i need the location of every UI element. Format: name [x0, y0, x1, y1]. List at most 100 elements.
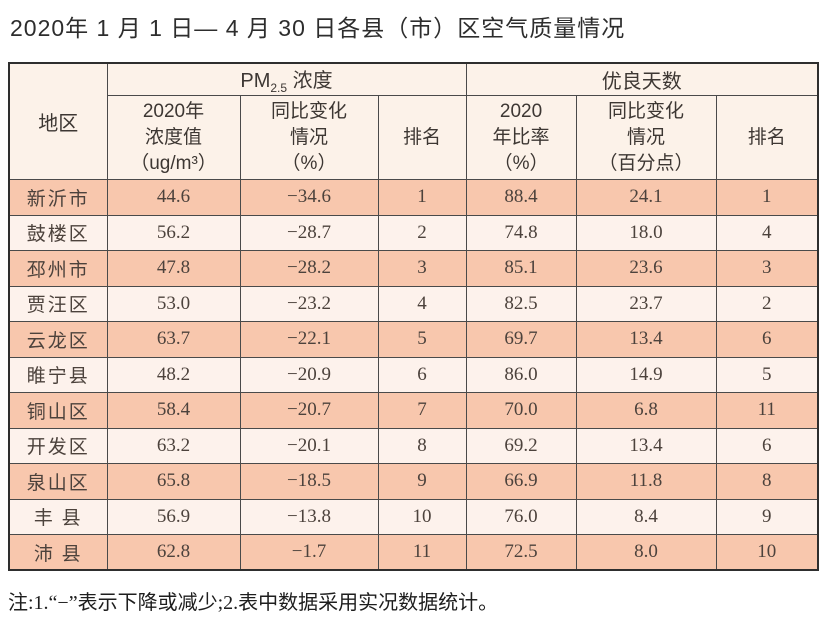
header-good-ratio: 2020 年比率 （%） — [465, 95, 577, 180]
good-ratio-cell: 86.0 — [465, 356, 577, 393]
pm-value-cell: 63.2 — [106, 427, 241, 464]
pm-rank-cell: 9 — [377, 463, 467, 500]
good-rank-cell: 3 — [715, 250, 819, 287]
pm-change-cell: −28.2 — [239, 250, 379, 287]
good-rank-cell: 8 — [715, 463, 819, 500]
table-row: 睢宁县 48.2 −20.9 6 86.0 14.9 5 — [8, 356, 819, 393]
pm-rank-cell: 1 — [377, 179, 467, 216]
region-cell: 泉山区 — [8, 463, 108, 500]
pm-rank-cell: 7 — [377, 392, 467, 429]
pm-value-cell: 44.6 — [106, 179, 241, 216]
good-change-cell: 18.0 — [575, 214, 717, 251]
good-ratio-cell: 69.2 — [465, 427, 577, 464]
footnote: 注:1.“−”表示下降或减少;2.表中数据采用实况数据统计。 — [8, 592, 499, 614]
good-ratio-cell: 74.8 — [465, 214, 577, 251]
region-cell: 云龙区 — [8, 321, 108, 358]
header-pm-change: 同比变化 情况 （%） — [239, 95, 379, 180]
region-cell: 开发区 — [8, 427, 108, 464]
table-row: 贾汪区 53.0 −23.2 4 82.5 23.7 2 — [8, 285, 819, 322]
pm-rank-cell: 3 — [377, 250, 467, 287]
region-cell: 沛 县 — [8, 534, 108, 571]
good-change-cell: 13.4 — [575, 427, 717, 464]
region-cell: 新沂市 — [8, 179, 108, 216]
air-quality-table: 地区 PM2.5 浓度 优良天数 2020年 浓度值 （ug/m³） 同比变化 … — [8, 62, 820, 571]
good-ratio-cell: 82.5 — [465, 285, 577, 322]
good-ratio-cell: 66.9 — [465, 463, 577, 500]
table-row: 云龙区 63.7 −22.1 5 69.7 13.4 6 — [8, 321, 819, 358]
table-row: 邳州市 47.8 −28.2 3 85.1 23.6 3 — [8, 250, 819, 287]
pm-change-cell: −20.9 — [239, 356, 379, 393]
header-good-rank: 排名 — [715, 95, 819, 180]
header-group-row: 地区 PM2.5 浓度 优良天数 — [8, 62, 819, 180]
pm-group-subscript: 2.5 — [270, 81, 288, 95]
pm-change-cell: −23.2 — [239, 285, 379, 322]
table-row: 沛 县 62.8 −1.7 11 72.5 8.0 10 — [8, 534, 819, 571]
good-change-cell: 6.8 — [575, 392, 717, 429]
header-pm-group: PM2.5 浓度 — [106, 62, 467, 96]
header-sub-row: 2020年 浓度值 （ug/m³） 同比变化 情况 （%） 排名 2020 年比… — [9, 95, 819, 180]
pm-value-cell: 62.8 — [106, 534, 241, 571]
pm-value-cell: 63.7 — [106, 321, 241, 358]
table-row: 新沂市 44.6 −34.6 1 88.4 24.1 1 — [8, 179, 819, 216]
pm-rank-cell: 2 — [377, 214, 467, 251]
region-cell: 邳州市 — [8, 250, 108, 287]
header-region: 地区 — [8, 62, 108, 180]
pm-value-cell: 65.8 — [106, 463, 241, 500]
good-change-cell: 23.7 — [575, 285, 717, 322]
pm-change-cell: −18.5 — [239, 463, 379, 500]
pm-value-cell: 53.0 — [106, 285, 241, 322]
good-rank-cell: 1 — [715, 179, 819, 216]
header-pm-value: 2020年 浓度值 （ug/m³） — [106, 95, 241, 180]
good-ratio-cell: 88.4 — [465, 179, 577, 216]
pm-rank-cell: 10 — [377, 498, 467, 535]
good-ratio-cell: 85.1 — [465, 250, 577, 287]
good-change-cell: 8.4 — [575, 498, 717, 535]
good-ratio-cell: 70.0 — [465, 392, 577, 429]
table-row: 丰 县 56.9 −13.8 10 76.0 8.4 9 — [8, 498, 819, 535]
region-cell: 丰 县 — [8, 498, 108, 535]
good-rank-cell: 11 — [715, 392, 819, 429]
pm-change-cell: −20.1 — [239, 427, 379, 464]
pm-change-cell: −28.7 — [239, 214, 379, 251]
header-good-days-group: 优良天数 — [465, 62, 819, 96]
pm-group-suffix: 浓度 — [287, 70, 333, 92]
page-title: 2020年 1 月 1 日— 4 月 30 日各县（市）区空气质量情况 — [10, 15, 626, 41]
region-cell: 贾汪区 — [8, 285, 108, 322]
good-rank-cell: 9 — [715, 498, 819, 535]
region-cell: 铜山区 — [8, 392, 108, 429]
good-rank-cell: 5 — [715, 356, 819, 393]
header-pm-rank: 排名 — [377, 95, 467, 180]
good-change-cell: 14.9 — [575, 356, 717, 393]
good-change-cell: 23.6 — [575, 250, 717, 287]
pm-group-prefix: PM — [240, 70, 271, 92]
pm-value-cell: 56.2 — [106, 214, 241, 251]
good-ratio-cell: 76.0 — [465, 498, 577, 535]
good-ratio-cell: 69.7 — [465, 321, 577, 358]
table-row: 铜山区 58.4 −20.7 7 70.0 6.8 11 — [8, 392, 819, 429]
region-cell: 鼓楼区 — [8, 214, 108, 251]
pm-rank-cell: 4 — [377, 285, 467, 322]
pm-value-cell: 58.4 — [106, 392, 241, 429]
table-header: 地区 PM2.5 浓度 优良天数 2020年 浓度值 （ug/m³） 同比变化 … — [8, 62, 819, 180]
good-rank-cell: 6 — [715, 321, 819, 358]
pm-change-cell: −20.7 — [239, 392, 379, 429]
good-change-cell: 11.8 — [575, 463, 717, 500]
pm-rank-cell: 5 — [377, 321, 467, 358]
pm-change-cell: −22.1 — [239, 321, 379, 358]
header-good-change: 同比变化 情况 （百分点） — [575, 95, 717, 180]
table-body: 新沂市 44.6 −34.6 1 88.4 24.1 1 鼓楼区 56.2 −28.7 2 74.8 1… — [8, 179, 819, 571]
region-cell: 睢宁县 — [8, 356, 108, 393]
good-change-cell: 8.0 — [575, 534, 717, 571]
good-change-cell: 13.4 — [575, 321, 717, 358]
table-row: 泉山区 65.8 −18.5 9 66.9 11.8 8 — [8, 463, 819, 500]
pm-change-cell: −34.6 — [239, 179, 379, 216]
pm-value-cell: 48.2 — [106, 356, 241, 393]
good-ratio-cell: 72.5 — [465, 534, 577, 571]
table-row: 开发区 63.2 −20.1 8 69.2 13.4 6 — [8, 427, 819, 464]
pm-value-cell: 56.9 — [106, 498, 241, 535]
pm-change-cell: −13.8 — [239, 498, 379, 535]
good-change-cell: 24.1 — [575, 179, 717, 216]
good-rank-cell: 10 — [715, 534, 819, 571]
pm-value-cell: 47.8 — [106, 250, 241, 287]
table-row: 鼓楼区 56.2 −28.7 2 74.8 18.0 4 — [8, 214, 819, 251]
